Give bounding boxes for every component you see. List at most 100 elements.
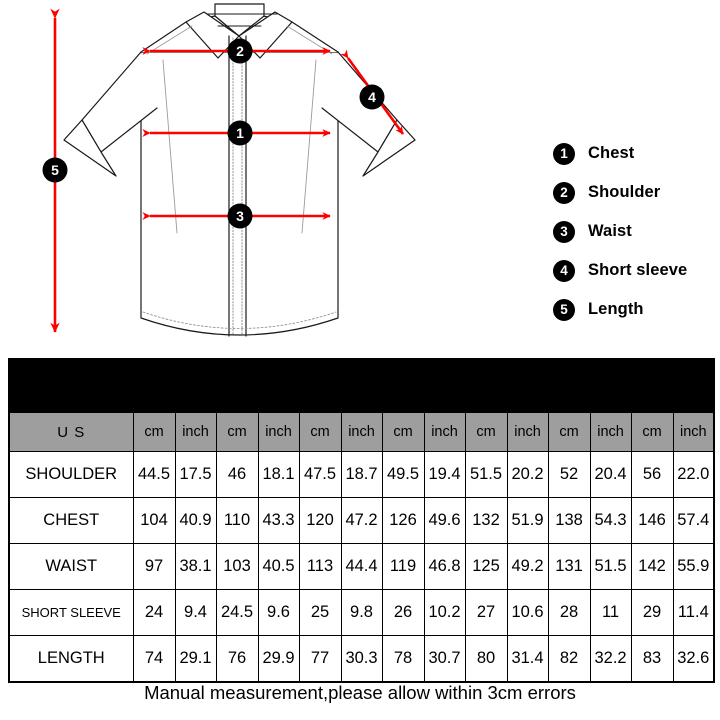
unit-cm-4xl: cm bbox=[630, 412, 674, 452]
legend-label-length: Length bbox=[588, 300, 644, 318]
shirt-measurement-diagram: 2 1 3 4 5 bbox=[0, 0, 545, 352]
cell: 82 bbox=[547, 635, 591, 683]
header-size-2xl: 2XL bbox=[464, 358, 549, 413]
legend-badge-4-icon: 4 bbox=[553, 259, 575, 282]
legend-item-length: 5 Length bbox=[553, 290, 720, 329]
table-header-units: U S cm inch cm inch cm inch cm inch cm i… bbox=[8, 412, 715, 452]
cell: 49.6 bbox=[423, 497, 466, 544]
unit-cm-xl: cm bbox=[381, 412, 425, 452]
cell: 24.5 bbox=[215, 589, 259, 636]
cell: 43.3 bbox=[257, 497, 300, 544]
unit-inch-s: inch bbox=[174, 412, 217, 452]
cell: 10.2 bbox=[423, 589, 466, 636]
cell: 17.5 bbox=[174, 451, 217, 498]
cell: 19.4 bbox=[423, 451, 466, 498]
header-us-label: U S bbox=[8, 412, 134, 452]
cell: 24 bbox=[132, 589, 176, 636]
cell: 29 bbox=[630, 589, 674, 636]
svg-text:2: 2 bbox=[236, 43, 244, 59]
legend-badge-5-icon: 5 bbox=[553, 298, 575, 321]
unit-cm-3xl: cm bbox=[547, 412, 591, 452]
svg-text:5: 5 bbox=[51, 162, 59, 178]
cell: 44.4 bbox=[340, 543, 383, 590]
cell: 40.9 bbox=[174, 497, 217, 544]
cell: 74 bbox=[132, 635, 176, 683]
cell: 142 bbox=[630, 543, 674, 590]
legend-label-shoulder: Shoulder bbox=[588, 183, 661, 201]
unit-inch-xl: inch bbox=[423, 412, 466, 452]
cell: 51.5 bbox=[589, 543, 632, 590]
cell: 138 bbox=[547, 497, 591, 544]
legend-label-chest: Chest bbox=[588, 144, 635, 162]
cell: 104 bbox=[132, 497, 176, 544]
cell: 29.1 bbox=[174, 635, 217, 683]
row-label-waist: WAIST bbox=[8, 543, 134, 590]
cell: 126 bbox=[381, 497, 425, 544]
unit-inch-l: inch bbox=[340, 412, 383, 452]
legend-item-chest: 1 Chest bbox=[553, 134, 720, 173]
cell: 119 bbox=[381, 543, 425, 590]
cell: 57.4 bbox=[672, 497, 715, 544]
unit-cm-m: cm bbox=[215, 412, 259, 452]
unit-inch-3xl: inch bbox=[589, 412, 632, 452]
svg-text:4: 4 bbox=[368, 89, 376, 105]
cell: 46.8 bbox=[423, 543, 466, 590]
legend-item-waist: 3 Waist bbox=[553, 212, 720, 251]
cell: 30.7 bbox=[423, 635, 466, 683]
cell: 83 bbox=[630, 635, 674, 683]
table-row: SHOULDER 44.5 17.5 46 18.1 47.5 18.7 49.… bbox=[8, 451, 715, 498]
legend-item-short-sleeve: 4 Short sleeve bbox=[553, 251, 720, 290]
cell: 77 bbox=[298, 635, 342, 683]
cell: 30.3 bbox=[340, 635, 383, 683]
cell: 103 bbox=[215, 543, 259, 590]
size-chart-table: SIZE S M L XL 2XL 3XL 4XL U S cm inch cm… bbox=[8, 358, 716, 683]
cell: 52 bbox=[547, 451, 591, 498]
length-marker: 5 bbox=[42, 157, 68, 183]
unit-inch-2xl: inch bbox=[506, 412, 549, 452]
cell: 132 bbox=[464, 497, 508, 544]
cell: 54.3 bbox=[589, 497, 632, 544]
legend-badge-2-icon: 2 bbox=[553, 181, 575, 204]
legend-label-short-sleeve: Short sleeve bbox=[588, 261, 688, 279]
measurement-legend: 1 Chest 2 Shoulder 3 Waist 4 Short sleev… bbox=[553, 134, 720, 329]
svg-text:3: 3 bbox=[236, 208, 244, 224]
cell: 49.5 bbox=[381, 451, 425, 498]
table-row: CHEST 104 40.9 110 43.3 120 47.2 126 49.… bbox=[8, 497, 715, 544]
unit-cm-2xl: cm bbox=[464, 412, 508, 452]
unit-cm-l: cm bbox=[298, 412, 342, 452]
cell: 125 bbox=[464, 543, 508, 590]
short-sleeve-marker: 4 bbox=[359, 84, 385, 110]
header-size-label: SIZE bbox=[8, 358, 134, 413]
cell: 120 bbox=[298, 497, 342, 544]
cell: 27 bbox=[464, 589, 508, 636]
legend-label-waist: Waist bbox=[588, 222, 632, 240]
cell: 113 bbox=[298, 543, 342, 590]
chest-marker: 1 bbox=[227, 120, 253, 146]
header-size-xl: XL bbox=[381, 358, 466, 413]
cell: 131 bbox=[547, 543, 591, 590]
cell: 20.4 bbox=[589, 451, 632, 498]
cell: 49.2 bbox=[506, 543, 549, 590]
cell: 51.5 bbox=[464, 451, 508, 498]
cell: 9.8 bbox=[340, 589, 383, 636]
cell: 38.1 bbox=[174, 543, 217, 590]
cell: 46 bbox=[215, 451, 259, 498]
cell: 47.2 bbox=[340, 497, 383, 544]
waist-marker: 3 bbox=[227, 203, 253, 229]
row-label-shoulder: SHOULDER bbox=[8, 451, 134, 498]
row-label-length: LENGTH bbox=[8, 635, 134, 683]
cell: 146 bbox=[630, 497, 674, 544]
cell: 9.6 bbox=[257, 589, 300, 636]
header-size-3xl: 3XL bbox=[547, 358, 632, 413]
header-size-4xl: 4XL bbox=[630, 358, 715, 413]
unit-inch-4xl: inch bbox=[672, 412, 715, 452]
table-row: WAIST 97 38.1 103 40.5 113 44.4 119 46.8… bbox=[8, 543, 715, 590]
cell: 18.1 bbox=[257, 451, 300, 498]
row-label-chest: CHEST bbox=[8, 497, 134, 544]
shoulder-marker: 2 bbox=[227, 38, 253, 64]
cell: 29.9 bbox=[257, 635, 300, 683]
header-size-l: L bbox=[298, 358, 383, 413]
cell: 44.5 bbox=[132, 451, 176, 498]
cell: 28 bbox=[547, 589, 591, 636]
cell: 40.5 bbox=[257, 543, 300, 590]
